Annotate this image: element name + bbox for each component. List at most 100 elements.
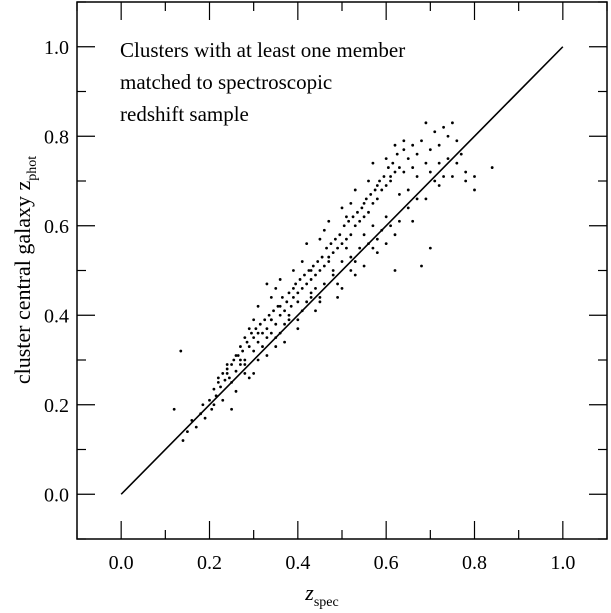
- tick-labels: 0.0 0.2 0.4 0.6 0.8 1.0 0.0 0.2 0.4 0.6 0.8 1.0: [44, 37, 575, 574]
- axis-ticks: [76, 1, 608, 540]
- data-point: [292, 287, 295, 290]
- data-point: [263, 318, 267, 322]
- data-point: [225, 372, 229, 375]
- data-point: [358, 246, 362, 250]
- data-point: [280, 295, 284, 299]
- x-axis-label-main: z: [304, 580, 314, 605]
- data-point: [186, 430, 189, 433]
- data-point: [455, 161, 459, 165]
- data-point: [398, 166, 401, 169]
- data-point: [351, 215, 355, 219]
- data-point: [199, 412, 203, 416]
- data-point: [256, 304, 260, 308]
- data-point: [252, 318, 256, 322]
- data-point: [353, 260, 357, 263]
- data-point: [336, 295, 339, 299]
- data-point: [283, 309, 286, 313]
- data-point: [398, 219, 401, 223]
- x-axis-label: zspec: [304, 580, 338, 610]
- data-point: [261, 345, 264, 348]
- data-point: [278, 313, 282, 317]
- data-point: [294, 282, 298, 286]
- y-axis-label-sub: phot: [25, 156, 40, 181]
- data-point: [239, 358, 242, 362]
- data-point: [473, 188, 476, 192]
- data-point: [234, 389, 238, 393]
- data-point: [473, 175, 476, 178]
- data-point: [216, 380, 220, 384]
- data-point: [393, 170, 397, 174]
- data-point: [247, 345, 251, 348]
- data-point: [353, 224, 357, 228]
- data-point: [360, 206, 364, 210]
- data-point: [274, 345, 278, 348]
- data-point: [307, 269, 311, 272]
- data-point: [243, 363, 247, 366]
- data-point: [331, 273, 335, 277]
- data-point: [236, 354, 240, 357]
- data-point: [371, 161, 375, 165]
- data-point: [243, 358, 247, 362]
- data-point: [201, 403, 205, 407]
- data-point: [305, 300, 309, 304]
- data-point: [212, 403, 216, 407]
- data-point: [402, 170, 406, 174]
- data-point: [420, 139, 423, 143]
- data-point: [256, 358, 260, 362]
- data-point: [261, 331, 264, 335]
- data-point: [243, 372, 247, 375]
- y-tick-label: 1.0: [44, 37, 69, 59]
- data-point: [340, 260, 344, 263]
- data-point: [172, 407, 176, 411]
- data-point: [446, 134, 450, 138]
- data-point: [296, 291, 300, 295]
- data-point: [269, 318, 273, 322]
- data-point: [369, 193, 373, 196]
- data-point: [345, 237, 348, 241]
- data-point: [232, 358, 236, 362]
- data-point: [364, 197, 368, 201]
- reference-line-layer: [120, 46, 564, 495]
- x-tick-label: 0.2: [197, 552, 222, 574]
- data-point: [378, 179, 381, 183]
- data-point: [314, 273, 317, 277]
- data-point: [362, 201, 366, 205]
- data-point: [382, 175, 386, 178]
- data-point: [318, 237, 322, 241]
- data-point: [411, 166, 415, 169]
- y-axis-label-main: cluster central galaxy z: [10, 181, 35, 385]
- data-point: [314, 287, 317, 290]
- data-point: [256, 331, 260, 335]
- data-point: [331, 251, 335, 255]
- data-point: [455, 139, 459, 143]
- data-point: [296, 300, 300, 304]
- data-point: [190, 419, 194, 422]
- data-point: [340, 206, 344, 210]
- annotation-line-2: matched to spectroscopic: [120, 70, 332, 94]
- data-point: [289, 304, 293, 308]
- data-point: [234, 369, 238, 373]
- data-point: [349, 255, 353, 259]
- data-point: [287, 313, 291, 317]
- data-point: [411, 219, 415, 223]
- data-point: [362, 264, 366, 268]
- data-point: [331, 269, 335, 272]
- data-point: [300, 260, 304, 263]
- data-point: [274, 336, 278, 340]
- data-point: [393, 233, 397, 237]
- data-point: [393, 143, 397, 147]
- data-point: [406, 157, 410, 161]
- data-point: [371, 246, 375, 250]
- data-point: [278, 304, 282, 308]
- data-point: [349, 269, 353, 272]
- data-point: [327, 255, 331, 259]
- one-to-one-line: [120, 46, 564, 495]
- data-point: [325, 246, 328, 250]
- data-point: [267, 313, 271, 317]
- data-point: [219, 385, 222, 389]
- data-point: [340, 287, 344, 290]
- data-point: [223, 378, 227, 382]
- data-point: [428, 148, 432, 152]
- data-point: [225, 363, 229, 366]
